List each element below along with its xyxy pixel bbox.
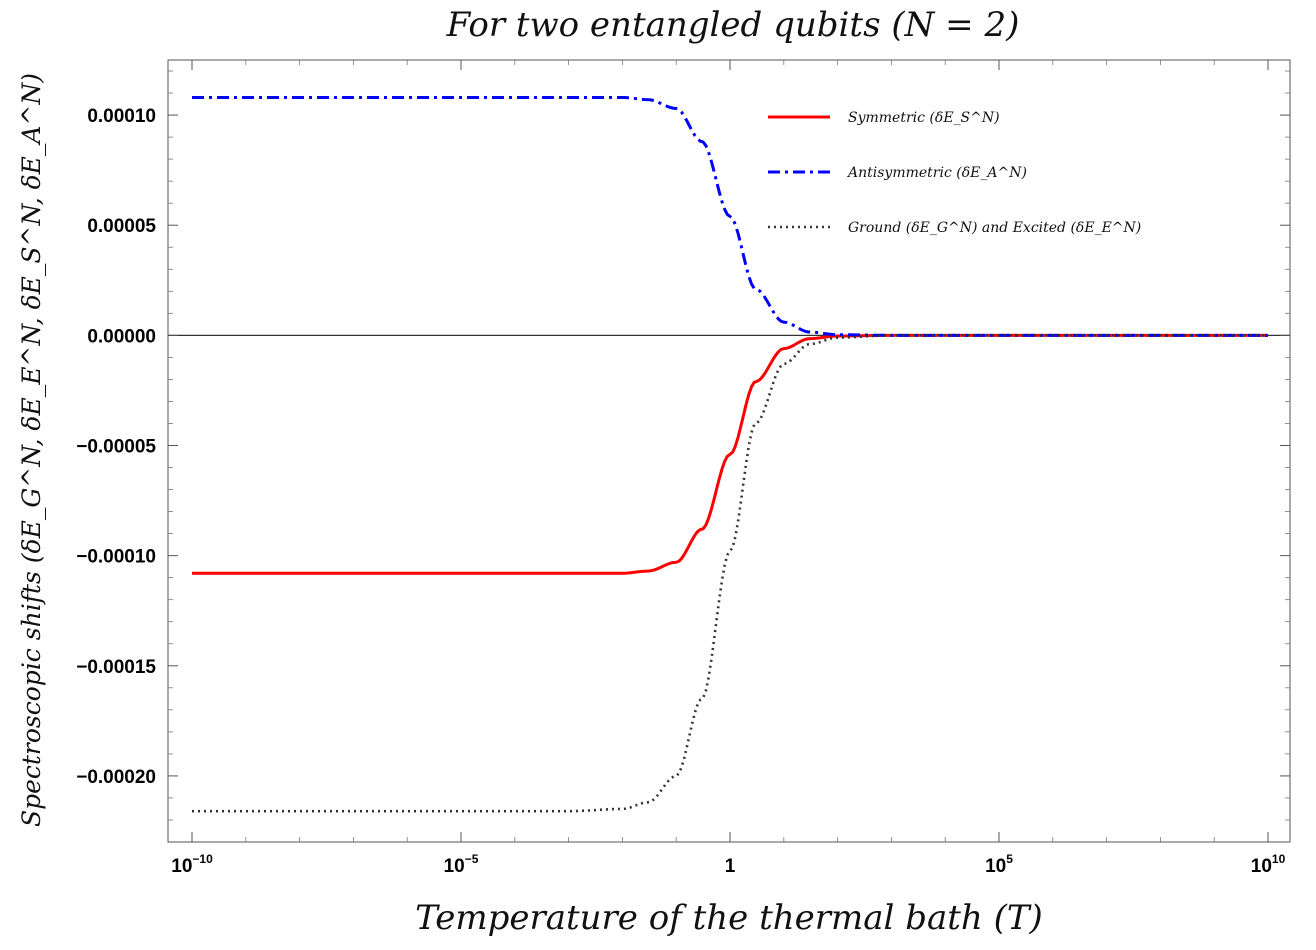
x-tick-label: 1 [725, 856, 736, 877]
series-line-0 [192, 333, 1268, 575]
y-axis-label: Spectroscopic shifts (δE_G^N, δE_E^N, δE… [17, 73, 46, 827]
y-tick-label: −0.00005 [76, 436, 156, 457]
x-axis-ticks: 10−10 10−5 1 105 1010 [171, 60, 1286, 877]
y-axis-ticks: 0.00010 0.00005 0.00000 −0.00005 −0.00010 −0.… [76, 106, 1290, 788]
plot-frame [167, 59, 1291, 843]
y-tick-label: 0.00000 [87, 326, 156, 347]
legend-label-0: Symmetric (δE_S^N) [848, 110, 1000, 126]
y-tick-label: −0.00020 [76, 767, 156, 788]
x-tick-label: 1010 [1251, 852, 1286, 877]
y-tick-label: −0.00010 [76, 547, 156, 568]
minor-ticks [168, 60, 1290, 842]
legend-label-1: Antisymmetric (δE_A^N) [846, 165, 1027, 181]
chart-title: For two entangled qubits (N = 2) [446, 5, 1020, 45]
x-tick-label: 10−10 [171, 852, 213, 877]
legend-label-2: Ground (δE_G^N) and Excited (δE_E^N) [848, 220, 1141, 236]
legend: Symmetric (δE_S^N) Antisymmetric (δE_A^N)… [768, 110, 1141, 236]
x-tick-label: 10−5 [444, 852, 479, 877]
series-line-1 [192, 95, 1268, 337]
series-line-2 [192, 334, 1268, 813]
y-tick-label: 0.00005 [87, 216, 156, 237]
y-tick-label: −0.00015 [76, 657, 156, 678]
x-axis-label: Temperature of the thermal bath (T) [415, 898, 1043, 938]
x-tick-label: 105 [985, 852, 1013, 877]
y-tick-label: 0.00010 [87, 106, 156, 127]
series-layer [192, 95, 1268, 813]
